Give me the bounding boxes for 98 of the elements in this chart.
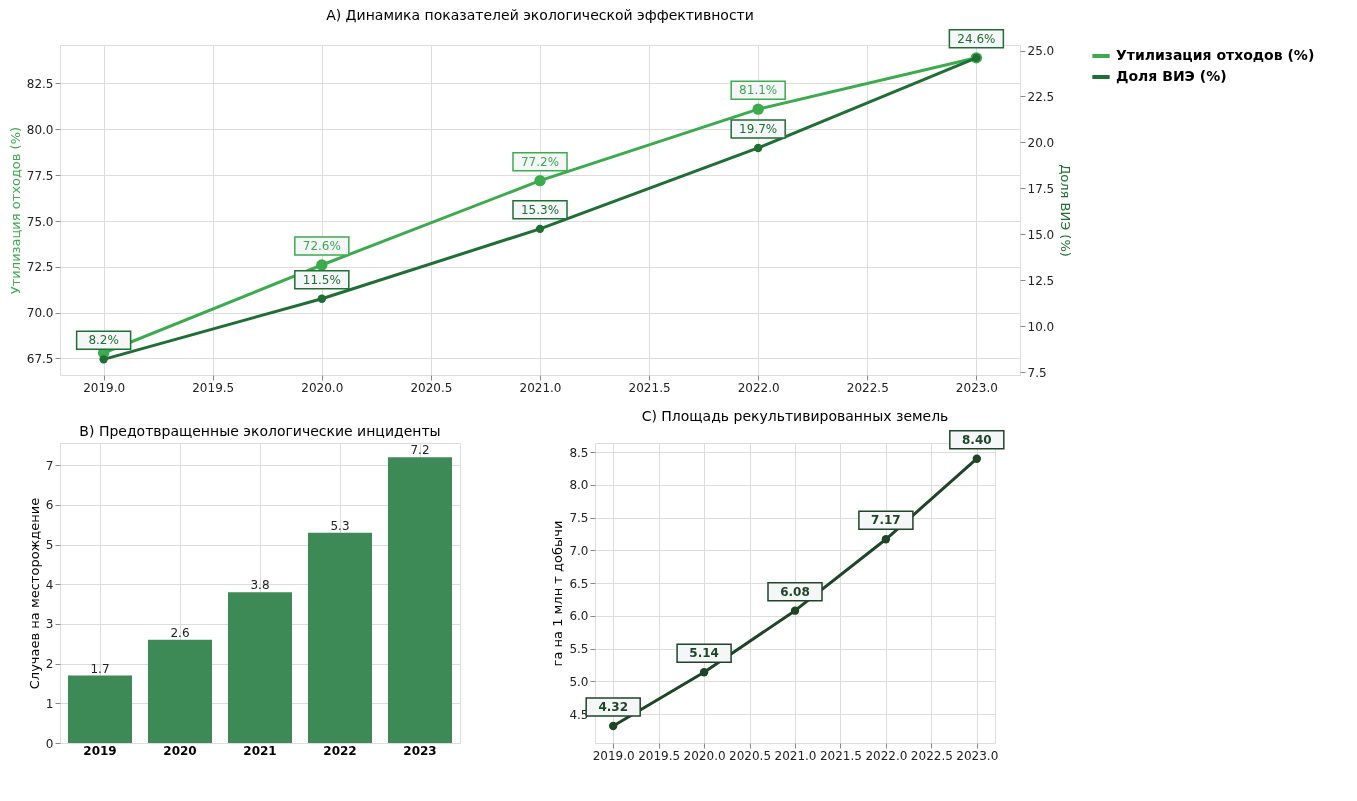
bar xyxy=(148,639,212,743)
y-tick-label: 7.0 xyxy=(569,543,589,558)
y-tick-label: 70.0 xyxy=(26,306,54,321)
x-tick-label: 2021.5 xyxy=(628,380,671,395)
data-label: 19.7% xyxy=(739,121,778,136)
x-tick-label: 2019.0 xyxy=(83,380,126,395)
y-tick-label: 1 xyxy=(45,696,54,711)
bar xyxy=(308,532,372,743)
y-tick-label: 4 xyxy=(45,577,54,592)
data-label: 72.6% xyxy=(302,239,341,253)
chart-title: A) Динамика показателей экологической эффективности xyxy=(326,6,754,23)
x-tick-label: 2023.0 xyxy=(956,748,999,763)
data-label: 11.5% xyxy=(302,272,341,287)
point xyxy=(317,294,326,303)
x-tick-label: 2022.5 xyxy=(846,380,889,395)
x-tick-label: 2021.0 xyxy=(774,748,817,763)
point xyxy=(535,224,545,234)
x-tick-label: 2022.0 xyxy=(865,748,908,763)
y-tick-label: 75.0 xyxy=(26,214,54,229)
y2-tick-label: 22.5 xyxy=(1027,89,1055,104)
y-tick-label: 8.0 xyxy=(569,478,589,493)
x-tick-label: 2020 xyxy=(163,743,197,758)
chart-title: C) Площадь рекультивированных земель xyxy=(641,407,949,424)
point xyxy=(790,606,800,615)
data-label: 5.14 xyxy=(689,646,719,661)
y2-tick-label: 20.0 xyxy=(1027,135,1055,150)
y-tick-label: 67.5 xyxy=(26,352,54,366)
chart-title: B) Предотвращенные экологические инциденты xyxy=(79,423,441,439)
x-tick-label: 2023.0 xyxy=(955,380,998,395)
point xyxy=(534,174,546,187)
x-tick-label: 2019.0 xyxy=(592,748,635,763)
point xyxy=(752,103,764,115)
y2-tick-label: 17.5 xyxy=(1027,181,1055,196)
y-axis-title: Утилизация отходов (%) xyxy=(7,126,23,295)
y-axis-title: га на 1 млн т добычи xyxy=(550,520,566,667)
y-tick-label: 80.0 xyxy=(26,122,54,137)
bar xyxy=(228,592,292,743)
y-tick-label: 5.0 xyxy=(569,674,589,689)
x-tick-label: 2019.5 xyxy=(638,748,681,763)
y-tick-label: 0 xyxy=(45,736,54,751)
y-tick-label: 77.5 xyxy=(26,168,54,183)
data-label: 4.32 xyxy=(598,699,628,714)
y-tick-label: 5.5 xyxy=(569,642,589,657)
x-tick-label: 2019 xyxy=(83,743,117,758)
data-label: 77.2% xyxy=(520,154,560,169)
y-tick-label: 7 xyxy=(45,458,54,473)
data-label: 7.17 xyxy=(871,513,901,528)
y-tick-label: 5 xyxy=(45,538,54,553)
y-tick-label: 2 xyxy=(45,657,54,672)
y-tick-label: 7.5 xyxy=(569,511,589,526)
x-tick-label: 2020.5 xyxy=(410,380,453,395)
x-tick-label: 2021.0 xyxy=(519,380,562,395)
y2-tick-label: 7.5 xyxy=(1027,365,1047,380)
x-tick-label: 2020.0 xyxy=(683,748,726,763)
data-label: 81.1% xyxy=(739,83,778,98)
y2-tick-label: 12.5 xyxy=(1027,273,1055,288)
x-tick-label: 2022.0 xyxy=(737,380,780,395)
data-label: 5.3 xyxy=(330,518,350,533)
data-label: 3.8 xyxy=(250,578,270,593)
x-tick-label: 2023 xyxy=(403,743,437,758)
point xyxy=(316,259,328,271)
y-tick-label: 82.5 xyxy=(26,77,54,91)
point xyxy=(881,535,891,544)
data-label: 1.7 xyxy=(90,661,110,676)
data-label: 24.6% xyxy=(957,31,996,46)
x-tick-label: 2021 xyxy=(243,743,277,758)
y-axis-title: Случаев на месторождение xyxy=(26,497,42,690)
point xyxy=(99,355,108,364)
y-tick-label: 6.0 xyxy=(569,609,589,624)
data-label: 8.2% xyxy=(88,333,119,348)
legend-label: Утилизация отходов (%) xyxy=(1116,47,1315,63)
y-tick-label: 6.5 xyxy=(569,576,589,591)
x-tick-label: 2020.0 xyxy=(301,380,344,395)
legend-label: Доля ВИЭ (%) xyxy=(1116,68,1227,84)
x-tick-label: 2022 xyxy=(323,743,357,758)
point xyxy=(609,721,618,731)
data-label: 7.2 xyxy=(410,443,430,458)
data-label: 8.40 xyxy=(962,432,992,447)
y-tick-label: 3 xyxy=(45,617,54,632)
data-label: 15.3% xyxy=(520,202,560,217)
y-tick-label: 72.5 xyxy=(26,260,54,275)
bar xyxy=(388,457,452,743)
x-tick-label: 2020.5 xyxy=(729,748,772,763)
y2-tick-label: 25.0 xyxy=(1027,44,1055,59)
y2-tick-label: 15.0 xyxy=(1027,227,1055,242)
data-label: 6.08 xyxy=(780,584,810,599)
x-tick-label: 2019.5 xyxy=(192,380,235,395)
y-tick-label: 6 xyxy=(45,498,54,513)
bar xyxy=(68,675,132,743)
x-tick-label: 2021.5 xyxy=(819,748,862,763)
y2-tick-label: 10.0 xyxy=(1027,319,1055,334)
x-tick-label: 2022.5 xyxy=(910,748,953,763)
point xyxy=(972,454,981,463)
point xyxy=(699,668,709,677)
y-tick-label: 8.5 xyxy=(569,445,589,460)
data-label: 2.6 xyxy=(170,625,190,640)
point xyxy=(754,143,763,153)
y2-axis-title: Доля ВИЭ (%) xyxy=(1058,164,1074,257)
